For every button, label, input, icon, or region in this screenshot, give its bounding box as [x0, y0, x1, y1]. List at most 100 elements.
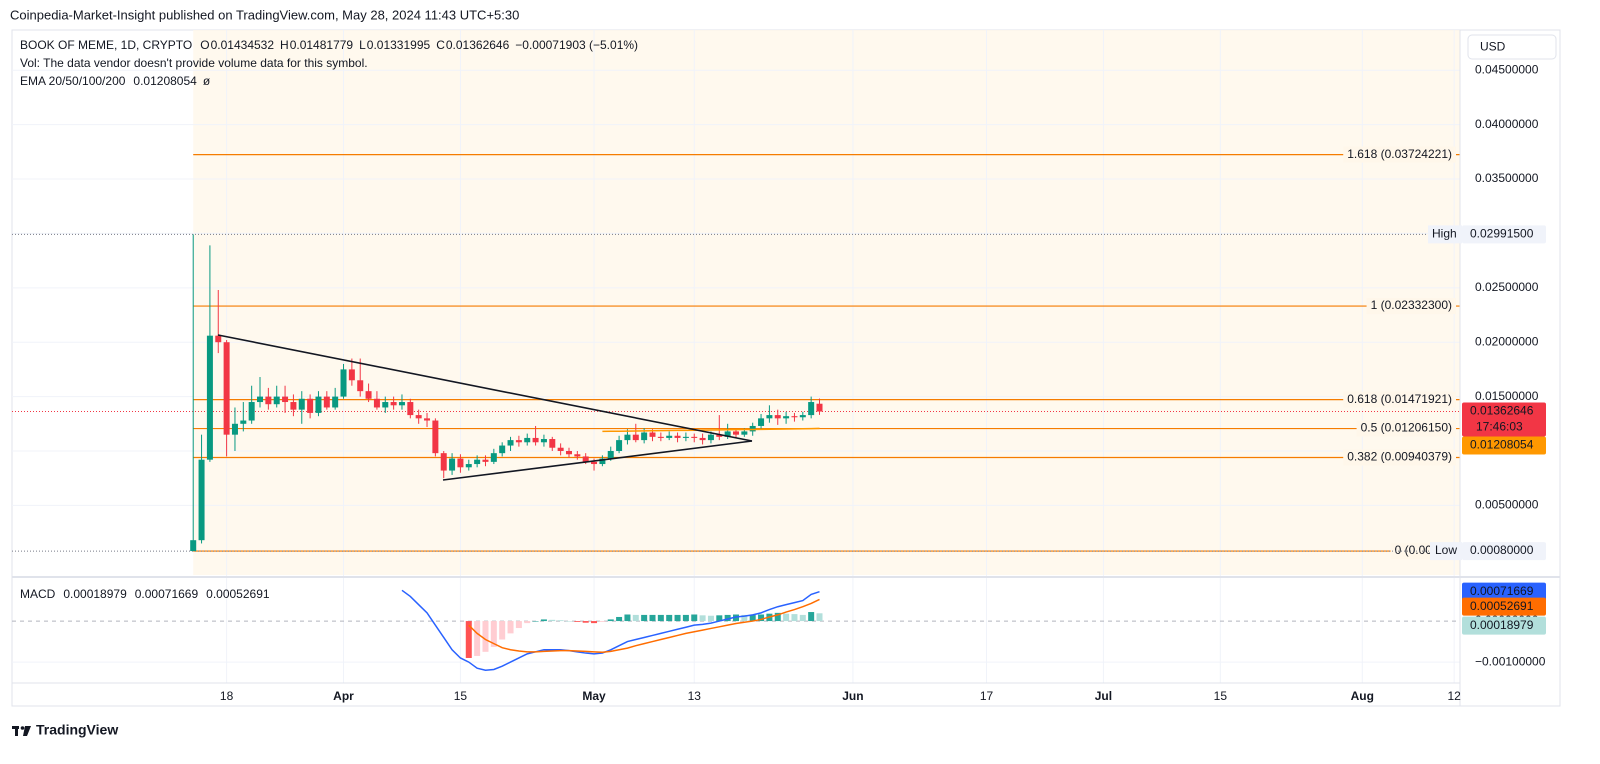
publisher-line: Coinpedia-Market-Insight published on Tr…	[10, 7, 519, 22]
fib-label-bg	[1356, 420, 1456, 437]
candle-body	[223, 342, 230, 435]
candle-body	[716, 434, 723, 437]
legend-ema-value: 0.01208054	[133, 74, 197, 88]
macd-histogram-bar	[624, 614, 631, 622]
candle-body	[482, 459, 489, 462]
legend-histogram: 0.00018979	[63, 587, 127, 601]
candle-body	[257, 396, 264, 403]
candle-body	[315, 396, 322, 413]
high-tag-value-bg	[1462, 225, 1546, 244]
ema-tag-bg	[1462, 436, 1546, 455]
macd-histogram-bar	[607, 619, 614, 622]
macd-histogram-bar	[524, 621, 531, 624]
footer-brand: TradingView	[36, 722, 118, 738]
currency-label[interactable]: USD	[1480, 40, 1506, 54]
axis-layer: USD 0.045000000.040000000.035000000.0300…	[12, 30, 1560, 706]
candle-body	[774, 415, 781, 419]
macd-histogram-bar	[591, 621, 598, 624]
candle-body	[607, 450, 614, 459]
macd-histogram-bar	[632, 614, 639, 622]
candle-body	[382, 402, 389, 408]
macd-line	[401, 589, 820, 672]
candle-body	[565, 450, 572, 455]
candle-body	[407, 402, 414, 416]
candle-body	[248, 402, 255, 421]
macd-histogram-bar	[707, 615, 714, 622]
candle-body	[440, 453, 447, 471]
legend-l: L	[359, 38, 366, 52]
candle-body	[666, 435, 673, 438]
macd-histogram-bar	[674, 614, 681, 622]
macd-histogram-bar	[641, 614, 648, 622]
high-tag-value: 0.02991500	[1470, 227, 1534, 241]
candle-body	[432, 420, 439, 454]
candle-body	[474, 459, 481, 465]
signal-line	[468, 598, 820, 653]
candle-body	[190, 540, 197, 552]
candle-body	[449, 458, 456, 471]
candle-body	[549, 439, 556, 448]
macd-histogram-bar	[582, 621, 589, 623]
candle-body	[282, 396, 289, 403]
candle-body	[323, 396, 330, 408]
candle-body	[290, 402, 297, 410]
low-tag-value-bg	[1462, 542, 1546, 561]
low-tag-bg	[1430, 542, 1462, 561]
candle-body	[724, 431, 731, 437]
y-tick-label: 0.01500000	[1475, 389, 1539, 403]
candle-body	[424, 418, 431, 421]
fib-label: 1.618 (0.03724221)	[1347, 147, 1452, 161]
candle-body	[741, 431, 748, 435]
fib-label-bg	[1343, 146, 1456, 163]
candle-body	[632, 434, 639, 441]
candle-body	[265, 396, 272, 405]
candle-body	[557, 447, 564, 451]
macd-histogram-bar	[816, 613, 823, 622]
candle-body	[699, 437, 706, 441]
macd-histogram-bar	[482, 621, 489, 652]
histogram-tag-bg	[1462, 616, 1546, 635]
candle-body	[465, 464, 472, 468]
candle-body	[616, 440, 623, 451]
candle-body	[791, 416, 798, 418]
macd-histogram-bar	[783, 613, 790, 622]
x-tick-label: 17	[980, 689, 994, 703]
macd-histogram-bar	[557, 620, 564, 622]
candle-body	[340, 369, 347, 397]
last-price-tag-bg	[1462, 402, 1546, 437]
low-tag-label: Low	[1435, 543, 1457, 557]
candle-body	[307, 398, 314, 413]
logo-part	[15, 726, 18, 736]
logo-part	[23, 726, 31, 736]
macd-histogram-bar	[649, 614, 656, 622]
x-tick-label: 15	[454, 689, 468, 703]
legend-close: 0.01362646	[446, 38, 510, 52]
macd-histogram-bar	[699, 615, 706, 622]
candle-body	[657, 436, 664, 438]
macd-histogram-bar	[691, 614, 698, 622]
x-tick-label: Aug	[1351, 689, 1374, 703]
legend-layer: BOOK OF MEME, 1D, CRYPTO O 0.01434532 H 0.01…	[20, 38, 638, 601]
y-tick-label: −0.00100000	[1475, 654, 1546, 668]
high-tag-label: High	[1432, 227, 1457, 241]
macd-histogram-bar	[616, 616, 623, 622]
legend-low: 0.01331995	[367, 38, 431, 52]
x-tick-label: 15	[1214, 689, 1228, 703]
histogram-tag: 0.00018979	[1470, 618, 1534, 632]
overlay-layer: 1.618 (0.03724221) 1 (0.02332300) 0.618 (0…	[12, 146, 1460, 560]
currency-button[interactable]	[1467, 34, 1557, 60]
candle-body	[691, 436, 698, 438]
macd-histogram-bar	[733, 614, 739, 622]
footer-logo	[12, 726, 31, 736]
candle-body	[198, 459, 205, 541]
candle-body	[758, 418, 765, 426]
trendline	[217, 334, 753, 442]
legend-volume-note: Vol: The data vendor doesn't provide vol…	[20, 56, 368, 70]
legend-c: C	[436, 38, 445, 52]
fib-label: 0.5 (0.01206150)	[1361, 421, 1452, 435]
trendline	[442, 440, 753, 481]
legend-change: −0.00071903 (−5.01%)	[515, 38, 638, 52]
macd-histogram-bar	[532, 621, 539, 622]
candle-body	[365, 391, 372, 399]
macd-histogram-bar	[682, 614, 689, 622]
